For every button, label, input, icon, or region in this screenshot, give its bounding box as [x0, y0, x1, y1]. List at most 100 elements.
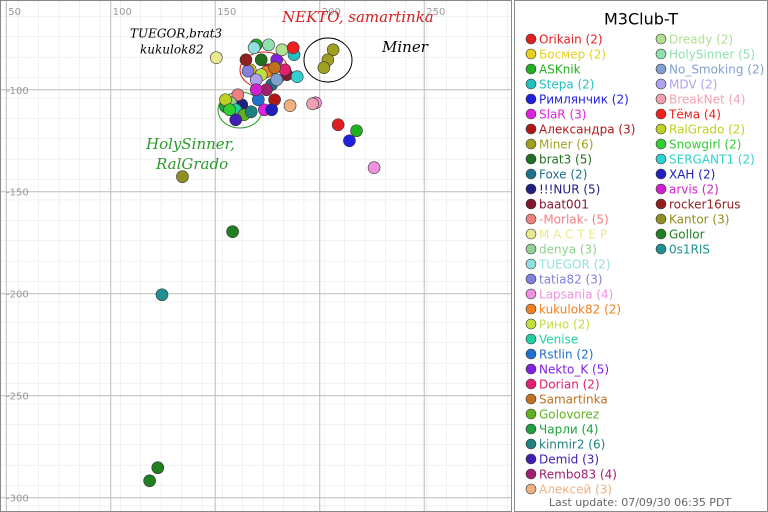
legend-swatch [525, 438, 537, 450]
legend-swatch [655, 183, 667, 195]
legend-label: Gollor [669, 228, 705, 242]
legend-swatch [655, 48, 667, 60]
point [155, 288, 169, 302]
legend-label: Samartinka [539, 393, 608, 407]
legend-swatch [525, 213, 537, 225]
legend-swatch [525, 138, 537, 150]
point [209, 51, 223, 65]
legend-label: Римлянчик (2) [539, 93, 629, 107]
point [326, 43, 340, 57]
legend-label: -Morlak- (5) [539, 213, 609, 227]
legend-swatch [525, 168, 537, 180]
legend-swatch [655, 138, 667, 150]
y-tick-label: -250 [6, 392, 29, 403]
legend-box [514, 0, 768, 512]
legend-label: Александра (3) [539, 123, 635, 137]
x-tick-label: 150 [217, 7, 236, 18]
legend-label: kukulok82 (2) [539, 303, 621, 317]
point [249, 83, 263, 97]
legend-swatch [655, 228, 667, 240]
y-tick-label: -200 [6, 290, 29, 301]
legend-label: Kantor (3) [669, 213, 729, 227]
legend-label: Чарли (4) [539, 423, 598, 437]
point [231, 88, 245, 102]
legend-swatch [655, 33, 667, 45]
point [290, 70, 304, 83]
circle-black [303, 37, 353, 83]
legend-label: Demid (3) [539, 453, 599, 467]
legend-label: tatia82 (3) [539, 273, 603, 287]
legend-label: ASKnik [539, 63, 581, 77]
legend-swatch [525, 363, 537, 375]
point [275, 43, 289, 57]
legend-swatch [525, 288, 537, 300]
legend-label: denya (3) [539, 243, 597, 257]
legend-label: Nekto_K (5) [539, 363, 609, 377]
legend-label: SERGANT1 (2) [669, 153, 755, 167]
legend-swatch [525, 468, 537, 480]
point [226, 225, 239, 239]
legend-label: rocker16rus [669, 198, 741, 212]
annotation: NEKTO, samartinka [281, 8, 434, 26]
point [143, 474, 156, 488]
point [244, 105, 258, 119]
legend-swatch [525, 123, 537, 135]
legend-swatch [525, 318, 537, 330]
legend-label: Orikain (2) [539, 33, 603, 47]
legend-label: arvis (2) [669, 183, 719, 197]
legend-swatch [525, 333, 537, 345]
annotation: Miner [381, 38, 429, 56]
y-tick-label: -300 [6, 494, 29, 505]
point [367, 161, 381, 174]
legend-swatch [525, 453, 537, 465]
legend-swatch [525, 183, 537, 195]
legend-swatch [525, 153, 537, 165]
legend-swatch [655, 213, 667, 225]
point [268, 61, 281, 75]
legend-title: M3Club-T [604, 10, 678, 29]
legend-label: Dorian (2) [539, 378, 600, 392]
legend-label: MDV (2) [669, 78, 717, 92]
point [283, 99, 297, 112]
point [223, 103, 236, 117]
legend-swatch [655, 243, 667, 255]
y-tick-label: -100 [6, 86, 29, 97]
point [176, 170, 189, 183]
legend-swatch [525, 228, 537, 240]
point [278, 63, 292, 77]
legend-swatch [525, 63, 537, 75]
point [262, 38, 275, 52]
annotation: RalGrado [155, 155, 228, 173]
point [350, 124, 363, 138]
legend-swatch [655, 93, 667, 105]
legend-label: Dready (2) [669, 33, 733, 47]
legend-swatch [525, 198, 537, 210]
legend-swatch [525, 108, 537, 120]
legend-label: 0s1RIS [669, 243, 710, 257]
legend-swatch [525, 423, 537, 435]
legend-swatch [525, 273, 537, 285]
point [229, 113, 243, 127]
x-tick-label: 200 [322, 7, 341, 18]
legend-label: brat3 (5) [539, 153, 592, 167]
legend-swatch [525, 93, 537, 105]
legend-swatch [525, 393, 537, 405]
point [254, 53, 268, 67]
legend-label: TUEGOR (2) [538, 258, 611, 272]
point [270, 73, 283, 87]
x-tick-label: 50 [8, 7, 21, 18]
legend-swatch [525, 243, 537, 255]
legend-swatch [655, 168, 667, 180]
legend-label: Алексей (3) [539, 483, 612, 497]
legend-label: Venise [539, 333, 578, 347]
legend-label: Miner (6) [539, 138, 593, 152]
x-tick-label: 250 [426, 7, 445, 18]
legend-label: Lapsania (4) [539, 288, 613, 302]
x-tick-label: 100 [113, 7, 132, 18]
legend-swatch [525, 378, 537, 390]
point [265, 103, 278, 117]
footer: Last update: 07/09/30 06:35 PDT [549, 496, 732, 509]
legend-label: BreakNet (4) [669, 93, 745, 107]
legend-label: Тёма (4) [668, 108, 721, 122]
